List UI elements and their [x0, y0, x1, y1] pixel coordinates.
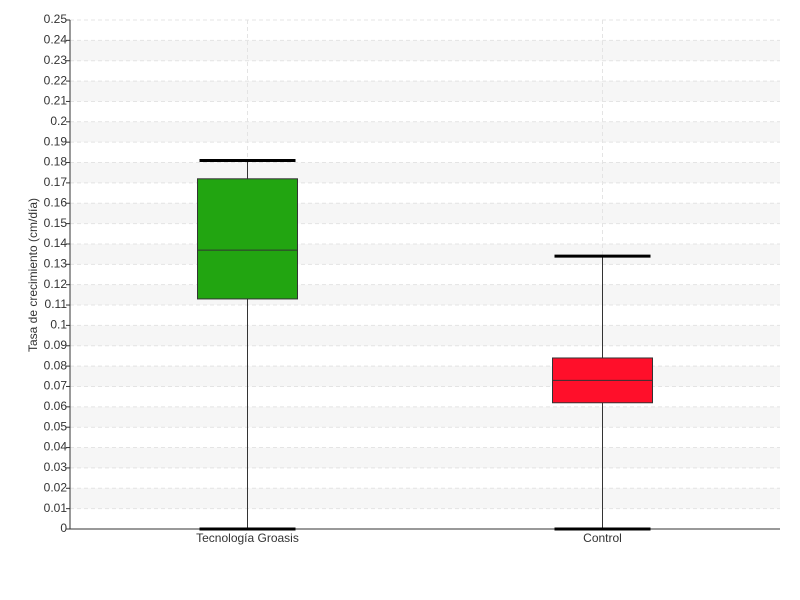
y-tick-label: 0.08	[44, 358, 68, 372]
y-tick-label: 0.19	[44, 134, 68, 148]
y-tick-label: 0.15	[44, 216, 68, 230]
y-tick-label: 0	[60, 521, 67, 535]
y-tick-label: 0.07	[44, 379, 68, 393]
y-tick-label: 0.13	[44, 256, 68, 270]
grid-band	[70, 243, 780, 265]
y-tick-label: 0.17	[44, 175, 68, 189]
y-tick-label: 0.02	[44, 480, 68, 494]
grid-band	[70, 121, 780, 143]
y-tick-label: 0.21	[44, 94, 68, 108]
y-tick-label: 0.1	[50, 318, 67, 332]
y-tick-label: 0.22	[44, 73, 68, 87]
box	[197, 178, 298, 300]
grid-band	[70, 284, 780, 306]
y-axis-label: Tasa de crecimiento (cm/día)	[26, 198, 40, 352]
y-tick-label: 0.16	[44, 195, 68, 209]
grid-band	[70, 203, 780, 224]
y-tick-label: 0.09	[44, 338, 68, 352]
y-tick-label: 0.03	[44, 460, 68, 474]
y-tick-label: 0.23	[44, 53, 68, 67]
y-tick-label: 0.01	[44, 501, 68, 515]
grid-band	[70, 162, 780, 183]
y-tick-label: 0.25	[44, 12, 68, 26]
grid-band	[70, 40, 780, 61]
x-tick-label: Tecnología Groasis	[196, 531, 299, 545]
y-tick-label: 0.18	[44, 155, 68, 169]
grid-band	[70, 447, 780, 468]
y-tick-label: 0.05	[44, 419, 68, 433]
grid-band	[70, 325, 780, 346]
y-tick-label: 0.06	[44, 399, 68, 413]
y-tick-label: 0.11	[45, 297, 68, 311]
y-tick-label: 0.24	[44, 33, 68, 47]
y-tick-label: 0.04	[44, 440, 68, 454]
y-tick-label: 0.12	[44, 277, 68, 291]
grid-band	[70, 366, 780, 387]
y-tick-label: 0.14	[44, 236, 68, 250]
grid-band	[70, 488, 780, 509]
x-tick-label: Control	[583, 531, 622, 545]
grid-band	[70, 406, 780, 428]
grid-band	[70, 81, 780, 102]
y-tick-label: 0.2	[50, 114, 67, 128]
